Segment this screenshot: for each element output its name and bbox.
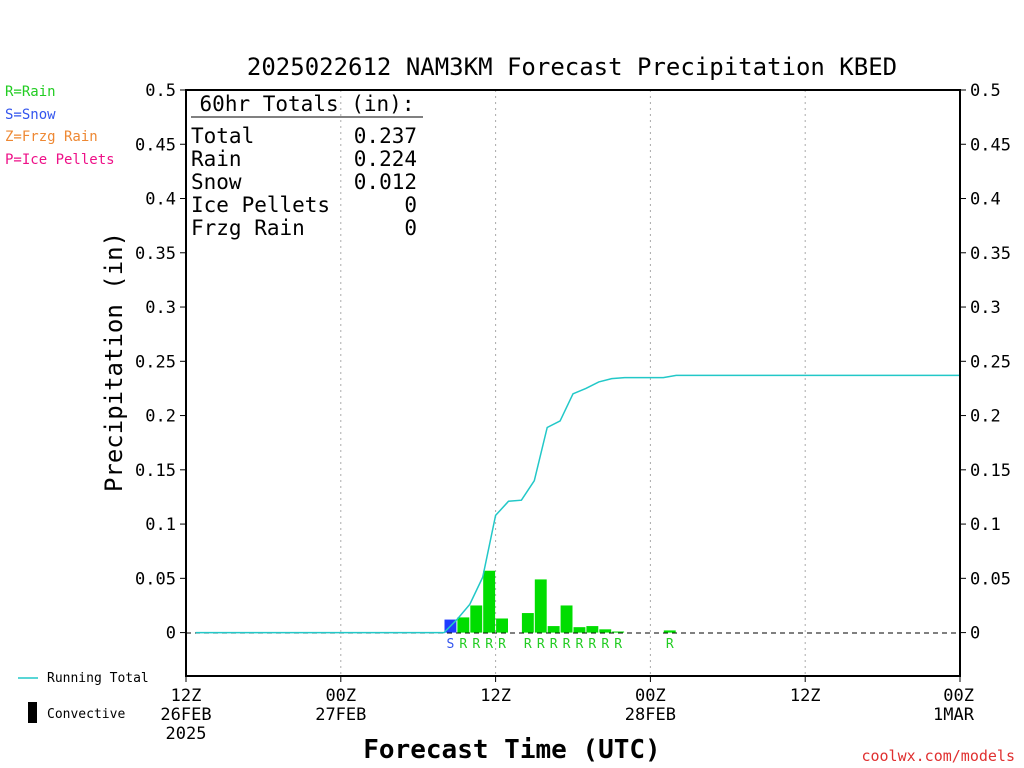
totals-value-ice-pellets: 0 [404,193,417,217]
plot-frame [185,89,961,677]
legend-running-total: Running Total [47,671,149,686]
type-label-4: R [498,637,506,652]
precip-bar-7 [547,626,560,633]
bars [444,570,676,633]
y-tick-left-0: 0.5 [145,81,176,101]
totals-box: 60hr Totals (in): Total 0.237 Rain 0.224… [191,92,423,240]
totals-header: 60hr Totals (in): [200,92,415,116]
totals-value-frzg-rain: 0 [404,216,417,240]
x-tick-label-1-2: 27FEB [315,705,366,725]
y-tick-left-5: 0.25 [135,352,176,372]
x-tick-label-0-1: 12Z [171,686,202,706]
y-axis-ticks: 0.5 0.5 0.45 0.45 0.4 0.4 0.35 0.35 0.3 0.3 0.25 0.… [135,81,1011,644]
y-tick-left-3: 0.35 [135,244,176,264]
precip-bar-9 [573,627,586,633]
x-tick-label-1-1: 00Z [325,686,356,706]
x-axis-label: Forecast Time (UTC) [363,735,660,765]
precip-bar-5 [521,613,534,633]
series-legend: Running Total Convective [18,671,149,723]
precip-bar-13 [663,630,676,633]
y-tick-right-2: 0.4 [970,190,1001,210]
convective-swatch [28,702,37,723]
type-label-5: R [524,637,532,652]
running-total-line [195,374,960,634]
totals-label-ice-pellets: Ice Pellets [191,193,330,217]
totals-label-snow: Snow [191,170,242,194]
chart-title: 2025022612 NAM3KM Forecast Precipitation… [247,53,897,81]
y-tick-left-9: 0.05 [135,569,176,589]
credit-text: coolwx.com/models [861,747,1015,765]
totals-label-frzg-rain: Frzg Rain [191,216,305,240]
type-label-2: R [472,637,480,652]
x-tick-label-3-2: 28FEB [625,705,676,725]
y-tick-left-8: 0.1 [145,515,176,535]
totals-value-total: 0.237 [354,124,417,148]
type-label-11: R [601,637,609,652]
totals-value-snow: 0.012 [354,170,417,194]
y-tick-left-6: 0.2 [145,407,176,427]
precip-bar-10 [586,626,599,633]
y-tick-left-10: 0 [166,624,176,644]
y-tick-right-7: 0.15 [970,461,1011,481]
precip-bar-4 [496,618,508,633]
totals-label-rain: Rain [191,147,242,171]
y-tick-right-5: 0.25 [970,352,1011,372]
running-total-series [195,374,960,634]
y-tick-left-2: 0.4 [145,190,176,210]
x-tick-label-0-2: 26FEB [160,705,211,725]
type-label-9: R [576,637,584,652]
y-tick-right-3: 0.35 [970,244,1011,264]
type-label-8: R [563,637,571,652]
precip-bar-8 [560,605,573,633]
legend-convective: Convective [47,707,125,722]
type-label-10: R [588,637,596,652]
y-tick-left-1: 0.45 [135,135,176,155]
precip-bar-3 [483,570,496,633]
y-tick-right-9: 0.05 [970,569,1011,589]
x-tick-label-3-1: 00Z [635,686,666,706]
y-axis-label: Precipitation (in) [100,232,128,492]
x-tick-label-5-1: 00Z [943,686,974,706]
type-label-3: R [485,637,493,652]
y-tick-right-8: 0.1 [970,515,1001,535]
totals-value-rain: 0.224 [354,147,417,171]
type-label-1: R [459,637,467,652]
y-tick-right-4: 0.3 [970,298,1001,318]
totals-label-total: Total [191,124,254,148]
precip-bar-12 [612,631,625,633]
y-tick-right-0: 0.5 [970,81,1001,101]
precip-bar-1 [457,617,470,633]
legend-snow: S=Snow [5,107,56,123]
y-tick-right-1: 0.45 [970,135,1011,155]
x-tick-label-0-3: 2025 [166,724,207,744]
x-tick-label-5-2: 1MAR [933,705,975,725]
type-label-0: S [447,637,455,652]
y-tick-right-10: 0 [970,624,980,644]
type-label-7: R [550,637,558,652]
precip-bar-2 [470,605,483,633]
legend-rain: R=Rain [5,84,56,100]
gridlines [340,90,806,676]
legend-frzg-rain: Z=Frzg Rain [5,129,98,145]
y-tick-left-7: 0.15 [135,461,176,481]
x-tick-label-2-1: 12Z [480,686,511,706]
type-label-13: R [666,637,674,652]
y-tick-right-6: 0.2 [970,407,1001,427]
precip-type-legend: R=Rain S=Snow Z=Frzg Rain P=Ice Pellets [5,84,115,168]
precip-bar-6 [534,579,547,633]
type-label-6: R [537,637,545,652]
type-label-12: R [614,637,622,652]
y-tick-left-4: 0.3 [145,298,176,318]
x-tick-label-4-1: 12Z [790,686,821,706]
precip-bar-11 [599,629,612,633]
legend-ice-pellets: P=Ice Pellets [5,152,115,168]
